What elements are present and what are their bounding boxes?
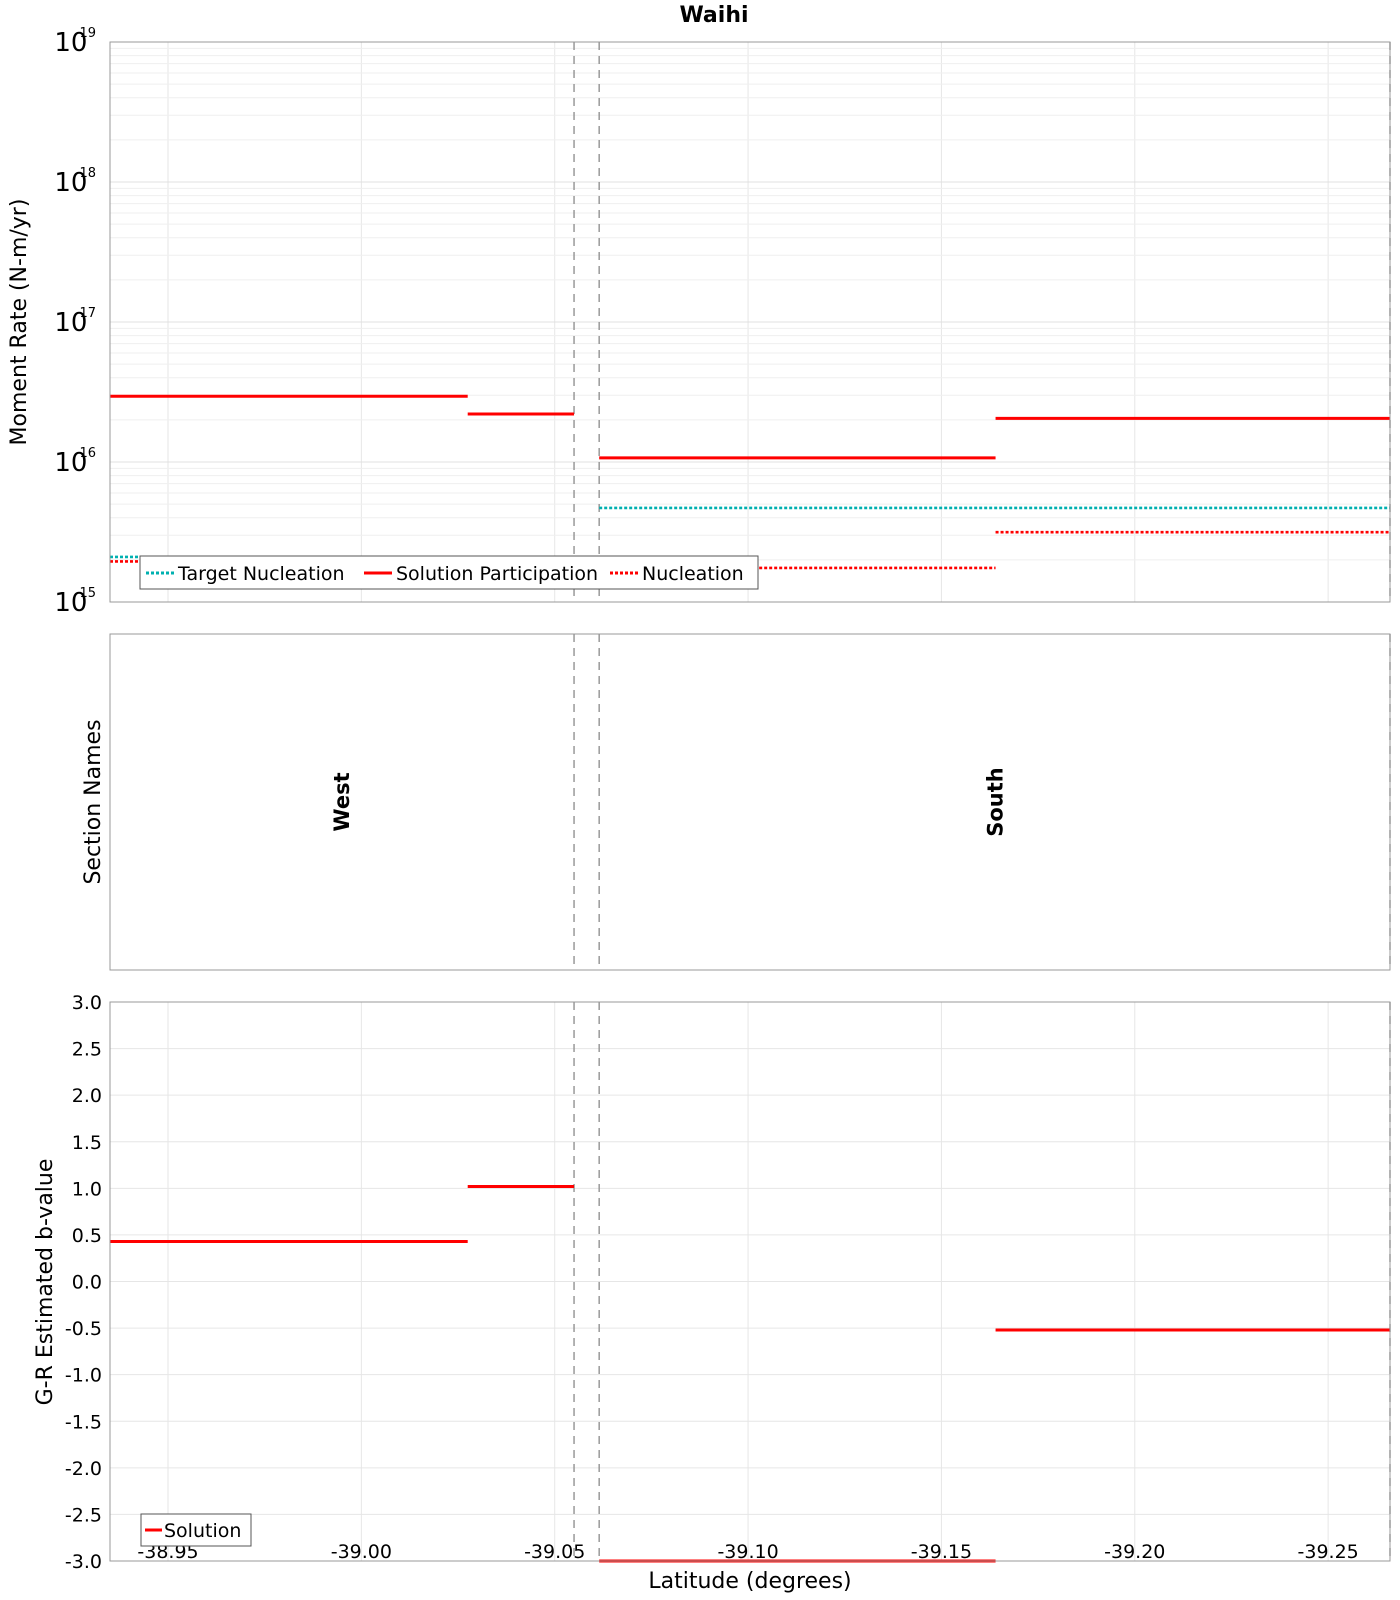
y-tick-label: -1.0 — [65, 1365, 102, 1387]
y-tick-label: 1015 — [54, 586, 96, 618]
y-tick-label: -2.0 — [65, 1458, 102, 1480]
y-tick-label: -0.5 — [65, 1318, 102, 1340]
legend-box — [139, 555, 759, 590]
x-tick-label: -39.05 — [524, 1541, 585, 1563]
moment-rate-legend: Target Nucleation Solution Participation N… — [139, 555, 759, 590]
y-tick-label: 1019 — [54, 26, 96, 58]
chart-title: Waihi — [679, 3, 748, 28]
plot-border — [109, 41, 1391, 603]
y-tick-label: 3.0 — [72, 992, 102, 1014]
b-value-y-axis-title: G-R Estimated b-value — [33, 1159, 58, 1406]
b-value-legend: Solution — [140, 1513, 252, 1547]
x-tick-label: -39.20 — [1104, 1541, 1165, 1563]
moment-rate-panel: 1015 1016 1017 1018 1019 Moment Rate (N-m/yr)… — [7, 26, 1391, 618]
y-tick-label: 0.0 — [72, 1272, 102, 1294]
plot-border — [109, 1001, 1391, 1562]
y-tick-label: 1017 — [54, 306, 96, 338]
y-tick-label: 1.0 — [72, 1178, 102, 1200]
y-tick-label: -2.5 — [65, 1504, 102, 1526]
legend-label: Nucleation — [642, 563, 744, 585]
y-tick-label: -3.0 — [65, 1551, 102, 1573]
legend-label: Target Nucleation — [177, 563, 345, 585]
y-tick-label: 1016 — [54, 446, 96, 478]
x-axis-title: Latitude (degrees) — [648, 1569, 851, 1594]
section-names-panel: West South Section Names — [81, 633, 1391, 971]
moment-rate-y-axis-title: Moment Rate (N-m/yr) — [7, 199, 32, 446]
section-name-label: South — [984, 767, 1008, 837]
section-name-label: West — [330, 772, 354, 831]
y-tick-label: 0.5 — [72, 1225, 102, 1247]
legend-label: Solution Participation — [396, 563, 598, 585]
y-tick-label: 2.0 — [72, 1085, 102, 1107]
plot-background — [110, 634, 1390, 970]
y-tick-label: 2.5 — [72, 1039, 102, 1061]
b-value-panel: 3.0 2.5 2.0 1.5 1.0 0.5 0.0 -0.5 -1.0 -1.5 -2.0 -2.… — [33, 992, 1391, 1573]
x-tick-label: -39.25 — [1298, 1541, 1359, 1563]
legend-label: Solution — [164, 1520, 241, 1542]
plot-border — [109, 633, 1391, 971]
section-names-y-axis-title: Section Names — [81, 719, 106, 884]
x-tick-label: -39.00 — [331, 1541, 392, 1563]
x-tick-label: -39.15 — [911, 1541, 972, 1563]
y-tick-label: 1.5 — [72, 1132, 102, 1154]
y-tick-label: -1.5 — [65, 1411, 102, 1433]
y-tick-label: 1018 — [54, 166, 96, 198]
x-tick-label: -39.10 — [717, 1541, 778, 1563]
